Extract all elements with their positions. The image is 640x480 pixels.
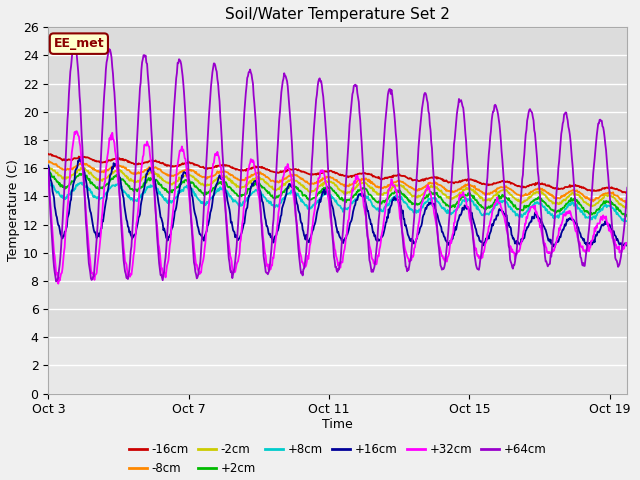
X-axis label: Time: Time	[323, 418, 353, 431]
Y-axis label: Temperature (C): Temperature (C)	[7, 159, 20, 262]
Text: EE_met: EE_met	[54, 37, 104, 50]
Legend: -16cm, -8cm, -2cm, +2cm, +8cm, +16cm, +32cm, +64cm: -16cm, -8cm, -2cm, +2cm, +8cm, +16cm, +3…	[129, 444, 547, 475]
Title: Soil/Water Temperature Set 2: Soil/Water Temperature Set 2	[225, 7, 451, 22]
Bar	[48, 337, 627, 394]
